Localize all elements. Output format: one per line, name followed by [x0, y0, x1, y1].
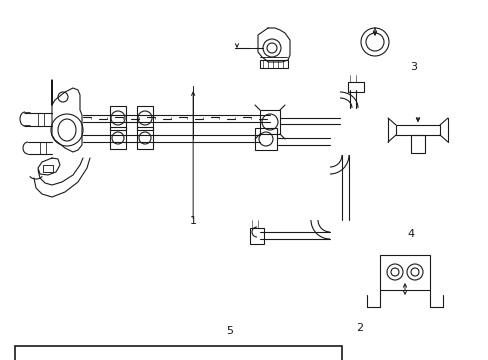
Bar	[137, 127, 153, 149]
Text: 2: 2	[355, 323, 362, 333]
Bar	[260, 60, 287, 68]
Bar	[379, 255, 429, 290]
Bar	[254, 128, 276, 150]
Bar	[395, 125, 439, 135]
Text: 5: 5	[226, 326, 233, 336]
Bar	[260, 110, 280, 134]
Bar	[249, 228, 264, 244]
Bar	[347, 82, 363, 92]
Bar	[15, 346, 342, 360]
Bar	[110, 127, 126, 149]
Bar	[43, 165, 53, 172]
Text: 4: 4	[407, 229, 413, 239]
Bar	[110, 106, 126, 130]
Text: 1: 1	[189, 216, 196, 226]
Bar	[137, 106, 153, 130]
Text: 3: 3	[409, 62, 416, 72]
Bar	[410, 135, 424, 153]
